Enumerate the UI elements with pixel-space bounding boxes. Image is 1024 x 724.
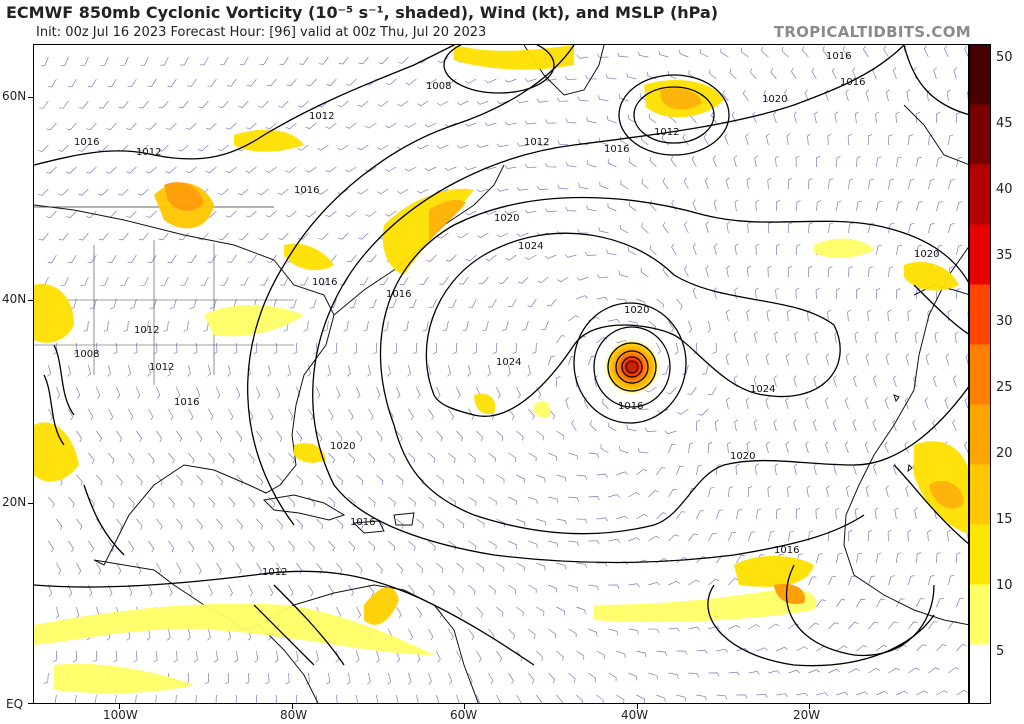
vorticity-colorbar (969, 44, 991, 704)
colorbar-cell (969, 404, 991, 465)
colorbar-tick-label: 25 (996, 380, 1013, 395)
colorbar-tick-label: 50 (996, 50, 1013, 65)
colorbar-cell (969, 344, 991, 405)
colorbar-cell (969, 104, 991, 165)
colorbar-cell (969, 284, 991, 345)
lon-tick (119, 704, 120, 709)
colorbar-cell (969, 584, 991, 645)
lon-label-40w: 40W (621, 708, 649, 722)
colorbar-cell (969, 224, 991, 285)
isobar-label: 1016 (312, 277, 337, 288)
lat-tick (28, 703, 33, 704)
colorbar-cell (969, 464, 991, 525)
isobar-label: 1016 (350, 517, 375, 528)
lat-tick (28, 97, 33, 98)
isobar-label: 1020 (330, 441, 355, 452)
colorbar-tick-label: 40 (996, 182, 1013, 197)
isobar-label: 1016 (840, 77, 865, 88)
isobar-label: 1016 (618, 401, 643, 412)
map-canvas: 1008 1012 1016 1016 1016 1016 1020 1020 … (34, 45, 968, 703)
isobar-label: 1012 (262, 567, 287, 578)
isobar-label: 1016 (294, 185, 319, 196)
lon-label-60w: 60W (450, 708, 478, 722)
colorbar-tick-label: 10 (996, 578, 1013, 593)
colorbar-cells (969, 44, 991, 704)
colorbar-tick-label: 20 (996, 446, 1013, 461)
colorbar-tick-label: 15 (996, 512, 1013, 527)
weather-map: 1008 1012 1016 1016 1016 1016 1020 1020 … (33, 44, 969, 704)
isobar-label: 1020 (494, 213, 519, 224)
isobar-labels: 1008 1012 1016 1016 1016 1016 1020 1020 … (74, 51, 939, 578)
isobar-label: 1024 (518, 241, 543, 252)
colorbar-cell (969, 524, 991, 585)
lat-label-40n: 40N (2, 292, 27, 306)
tropical-cyclone-vortex (604, 339, 660, 395)
lon-tick (464, 704, 465, 709)
colorbar-tick-label: 5 (996, 644, 1005, 659)
source-watermark: TROPICALTIDBITS.COM (773, 23, 971, 41)
colorbar-cell (969, 44, 991, 105)
colorbar-tick-label: 45 (996, 116, 1013, 131)
isobar-label: 1020 (730, 451, 755, 462)
wind-barb-field (38, 45, 968, 703)
chart-subtitle: Init: 00z Jul 16 2023 Forecast Hour: [96… (36, 25, 487, 40)
lat-label-eq: EQ (6, 697, 24, 711)
colorbar-cell (969, 644, 991, 704)
colorbar-tick-label: 35 (996, 248, 1013, 263)
isobar-label: 1016 (774, 545, 799, 556)
lat-label-60n: 60N (2, 89, 27, 103)
isobar-label: 1012 (654, 127, 679, 138)
isobar-label: 1020 (914, 249, 939, 260)
colorbar-tick-label: 30 (996, 314, 1013, 329)
isobar-label: 1024 (496, 357, 521, 368)
isobar-label: 1012 (136, 147, 161, 158)
isobar-label: 1012 (134, 325, 159, 336)
isobar-label: 1012 (524, 137, 549, 148)
isobar-label: 1024 (750, 384, 775, 395)
lon-tick (637, 704, 638, 709)
lon-label-100w: 100W (103, 708, 138, 722)
lat-label-20n: 20N (2, 495, 27, 509)
isobar-label: 1016 (604, 144, 629, 155)
isobar-label: 1016 (174, 397, 199, 408)
lon-label-80w: 80W (280, 708, 308, 722)
lat-tick (28, 300, 33, 301)
wind-barbs (38, 45, 968, 703)
lon-tick (809, 704, 810, 709)
isobar-label: 1008 (426, 81, 451, 92)
chart-title: ECMWF 850mb Cyclonic Vorticity (10⁻⁵ s⁻¹… (6, 3, 719, 22)
isobar-label: 1012 (309, 111, 334, 122)
lon-label-20w: 20W (793, 708, 821, 722)
lat-tick (28, 503, 33, 504)
isobar-label: 1020 (762, 94, 787, 105)
isobar-label: 1016 (826, 51, 851, 62)
isobars (34, 45, 968, 667)
isobar-label: 1012 (149, 362, 174, 373)
vorticity-shading (34, 45, 968, 694)
land-outlines (34, 45, 968, 703)
isobar-label: 1020 (624, 305, 649, 316)
isobar-label: 1016 (74, 137, 99, 148)
colorbar-cell (969, 164, 991, 225)
isobar-label: 1008 (74, 349, 99, 360)
isobar-label: 1016 (386, 289, 411, 300)
lon-tick (292, 704, 293, 709)
chart-header: ECMWF 850mb Cyclonic Vorticity (10⁻⁵ s⁻¹… (0, 0, 1024, 44)
